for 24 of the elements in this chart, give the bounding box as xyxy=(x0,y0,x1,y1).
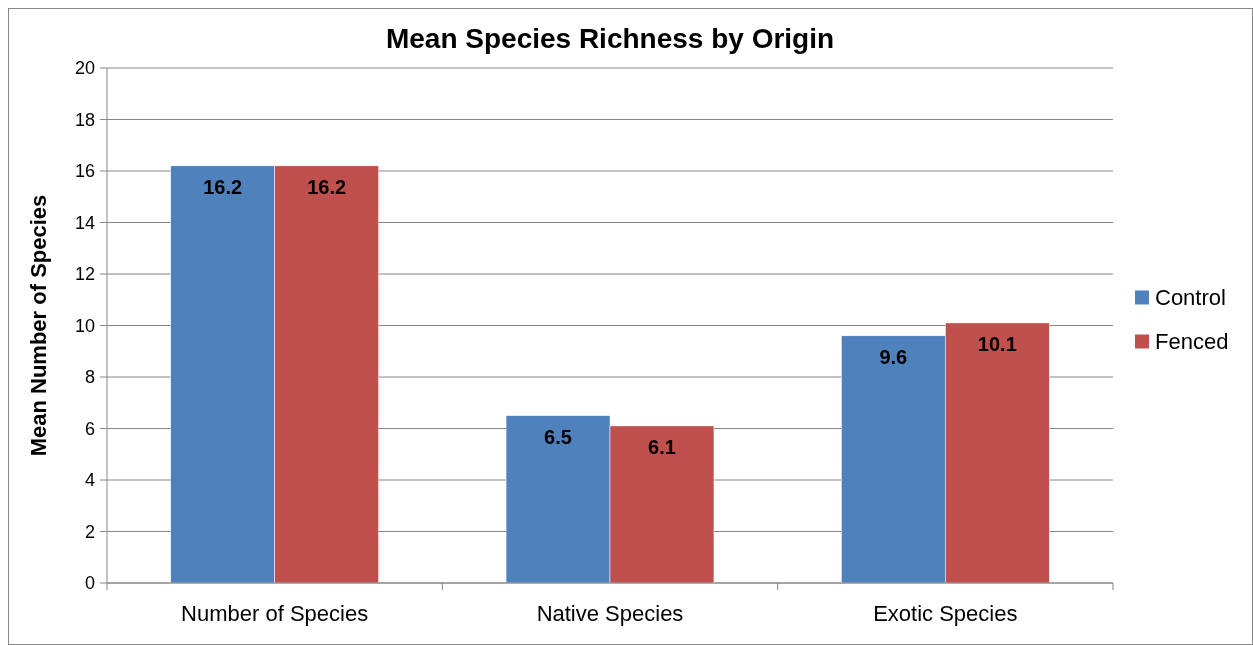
x-tick-label: Native Species xyxy=(536,601,684,626)
data-label: 10.1 xyxy=(977,332,1017,355)
y-tick-label: 4 xyxy=(84,470,95,491)
legend-label: Control xyxy=(1155,285,1226,311)
y-tick-label: 8 xyxy=(84,367,95,388)
y-tick-label: 0 xyxy=(84,573,95,594)
y-tick-label: 10 xyxy=(74,315,95,336)
y-tick-label: 16 xyxy=(74,161,95,182)
x-tick-label: Exotic Species xyxy=(873,601,1018,626)
y-axis-title: Mean Number of Species xyxy=(26,194,51,457)
data-label: 6.1 xyxy=(648,435,676,458)
data-label: 16.2 xyxy=(203,175,243,198)
data-label: 6.5 xyxy=(544,425,572,448)
data-label: 9.6 xyxy=(879,345,908,368)
chart-title: Mean Species Richness by Origin xyxy=(385,23,835,54)
y-tick-label: 6 xyxy=(84,418,95,439)
x-tick-label: Number of Species xyxy=(181,601,369,626)
legend-label: Fenced xyxy=(1155,329,1229,355)
y-tick-label: 12 xyxy=(74,264,95,285)
y-tick-label: 18 xyxy=(74,109,95,130)
data-label: 16.2 xyxy=(307,175,347,198)
y-tick-label: 2 xyxy=(84,521,95,542)
y-tick-label: 20 xyxy=(74,58,95,79)
y-tick-label: 14 xyxy=(74,212,95,233)
